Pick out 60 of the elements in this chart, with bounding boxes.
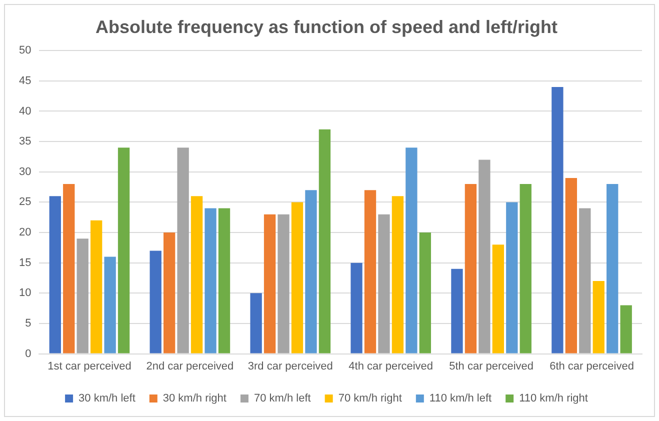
- bar: [318, 129, 331, 354]
- y-tick-label: 0: [25, 348, 32, 360]
- bar: [506, 202, 518, 354]
- bar: [150, 250, 162, 354]
- legend-label: 70 km/h left: [254, 392, 311, 405]
- bar: [291, 202, 304, 354]
- bar: [118, 148, 130, 354]
- bar: [177, 148, 189, 354]
- legend-label: 70 km/h right: [338, 392, 402, 405]
- bar: [250, 293, 262, 354]
- bar: [264, 214, 276, 354]
- y-tick-label: 5: [25, 318, 32, 330]
- bar: [90, 220, 102, 354]
- bar: [406, 148, 418, 354]
- bar: [364, 190, 376, 354]
- legend-label: 30 km/h right: [162, 392, 226, 405]
- bar: [464, 184, 477, 354]
- bar: [350, 262, 362, 354]
- bar: [606, 184, 618, 354]
- bar: [419, 232, 432, 354]
- bar: [63, 184, 75, 354]
- x-tick-label: 3rd car perceived: [248, 360, 333, 372]
- legend-label: 110 km/h right: [519, 392, 588, 405]
- bar: [163, 232, 176, 354]
- legend-label: 110 km/h left: [429, 392, 492, 405]
- y-tick-label: 40: [18, 105, 32, 118]
- y-tick-label: 30: [18, 166, 32, 178]
- bar: [218, 208, 230, 354]
- x-tick-label: 1st car perceived: [48, 360, 132, 372]
- y-tick-label: 10: [18, 287, 32, 300]
- y-tick-label: 25: [18, 196, 32, 208]
- bar: [49, 196, 61, 354]
- x-tick-label: 6th car perceived: [550, 360, 634, 372]
- bar: [552, 86, 564, 354]
- y-tick-label: 15: [18, 256, 32, 269]
- bar: [305, 190, 317, 354]
- y-tick-label: 50: [18, 44, 32, 57]
- bar: [76, 238, 88, 354]
- y-tick-label: 45: [18, 74, 32, 87]
- bar: [278, 214, 290, 354]
- bar: [492, 244, 504, 354]
- bar: [190, 196, 203, 354]
- bar: [104, 256, 116, 354]
- bar: [565, 178, 578, 354]
- x-tick-label: 2nd car perceived: [146, 360, 234, 372]
- x-tick-label: 4th car perceived: [348, 360, 434, 372]
- bar: [392, 196, 404, 354]
- bar: [451, 268, 463, 354]
- bar: [592, 281, 604, 354]
- bar: [579, 208, 591, 354]
- bar: [478, 160, 490, 354]
- bar: [204, 208, 216, 354]
- bar: [378, 214, 390, 354]
- y-tick-label: 20: [18, 226, 32, 239]
- chart-title: Absolute frequency as function of speed and left/right: [95, 16, 558, 37]
- bar: [520, 184, 532, 354]
- x-tick-label: 5th car perceived: [449, 360, 534, 372]
- bar: [620, 305, 632, 354]
- y-tick-label: 35: [18, 136, 32, 148]
- legend-label: 30 km/h left: [78, 392, 136, 405]
